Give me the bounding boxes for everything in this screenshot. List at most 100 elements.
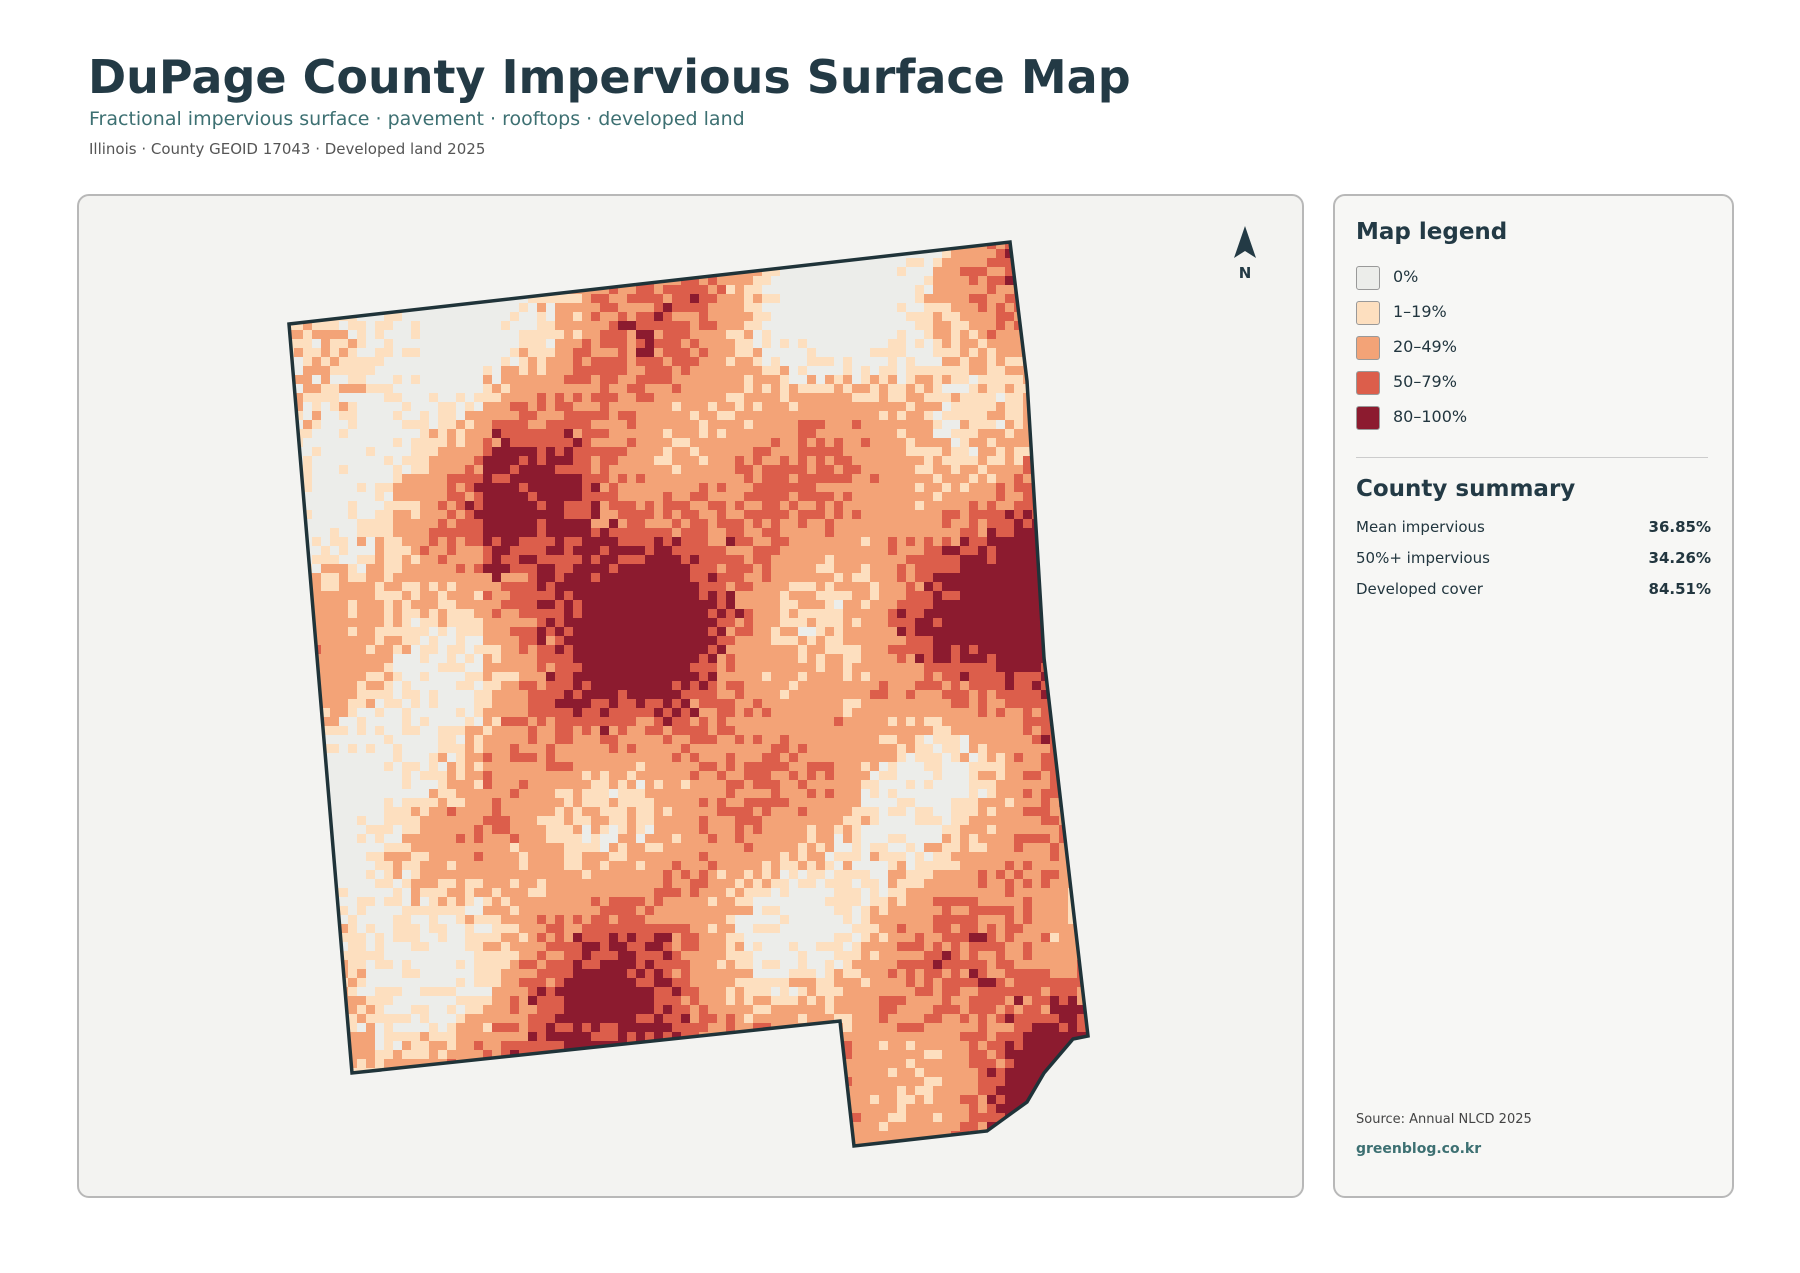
raster-cell <box>843 249 852 258</box>
raster-cell <box>411 663 420 672</box>
raster-cell <box>1077 600 1086 609</box>
raster-cell <box>663 384 672 393</box>
raster-cell <box>438 294 447 303</box>
raster-cell <box>753 708 762 717</box>
raster-cell <box>897 312 906 321</box>
raster-cell <box>1050 690 1059 699</box>
raster-cell <box>924 708 933 717</box>
raster-cell <box>312 375 321 384</box>
raster-cell <box>645 321 654 330</box>
raster-cell <box>726 663 735 672</box>
raster-cell <box>492 258 501 267</box>
raster-cell <box>384 348 393 357</box>
raster-cell <box>1005 483 1014 492</box>
raster-cell <box>681 402 690 411</box>
raster-cell <box>546 258 555 267</box>
raster-cell <box>447 582 456 591</box>
raster-cell <box>492 321 501 330</box>
raster-cell <box>807 276 816 285</box>
raster-cell <box>537 609 546 618</box>
raster-cell <box>771 294 780 303</box>
raster-cell <box>753 501 762 510</box>
raster-cell <box>483 312 492 321</box>
raster-cell <box>951 330 960 339</box>
raster-cell <box>636 420 645 429</box>
raster-cell <box>807 492 816 501</box>
raster-cell <box>289 600 294 609</box>
raster-cell <box>663 411 672 420</box>
raster-cell <box>429 627 438 636</box>
raster-cell <box>807 726 816 735</box>
raster-cell <box>735 708 744 717</box>
raster-cell <box>834 582 843 591</box>
raster-cell <box>834 294 843 303</box>
raster-cell <box>933 321 942 330</box>
raster-cell <box>888 654 897 663</box>
raster-cell <box>474 627 483 636</box>
raster-cell <box>456 699 465 708</box>
raster-cell <box>339 429 348 438</box>
raster-cell <box>492 420 501 429</box>
raster-cell <box>942 258 951 267</box>
raster-cell <box>924 600 933 609</box>
raster-cell <box>1068 681 1077 690</box>
raster-cell <box>717 663 726 672</box>
raster-cell <box>636 348 645 357</box>
raster-cell <box>951 627 960 636</box>
raster-cell <box>735 366 744 375</box>
raster-cell <box>726 654 735 663</box>
raster-cell <box>402 474 411 483</box>
raster-cell <box>672 375 681 384</box>
raster-cell <box>753 375 762 384</box>
raster-cell <box>897 375 906 384</box>
subtitle: Fractional impervious surface · pavement… <box>89 108 745 130</box>
raster-cell <box>843 537 852 546</box>
raster-cell <box>690 366 699 375</box>
raster-cell <box>465 348 474 357</box>
raster-cell <box>384 456 393 465</box>
raster-cell <box>888 294 897 303</box>
raster-cell <box>1023 420 1032 429</box>
raster-cell <box>879 258 888 267</box>
raster-cell <box>879 501 888 510</box>
raster-cell <box>330 384 339 393</box>
raster-cell <box>636 411 645 420</box>
raster-cell <box>582 438 591 447</box>
raster-cell <box>1041 564 1050 573</box>
raster-cell <box>330 285 339 294</box>
raster-cell <box>942 276 951 285</box>
raster-cell <box>978 672 987 681</box>
raster-cell <box>645 663 654 672</box>
raster-cell <box>465 267 474 276</box>
raster-cell <box>807 483 816 492</box>
raster-cell <box>600 375 609 384</box>
raster-cell <box>1077 501 1086 510</box>
raster-cell <box>1086 555 1088 564</box>
raster-cell <box>672 546 681 555</box>
raster-cell <box>528 312 537 321</box>
raster-cell <box>933 690 942 699</box>
raster-cell <box>888 726 897 735</box>
raster-cell <box>483 519 492 528</box>
raster-cell <box>1023 645 1032 654</box>
raster-cell <box>762 402 771 411</box>
raster-cell <box>609 249 618 258</box>
raster-cell <box>627 663 636 672</box>
raster-cell <box>375 258 384 267</box>
raster-cell <box>289 303 294 312</box>
raster-cell <box>744 348 753 357</box>
raster-cell <box>987 555 996 564</box>
raster-cell <box>582 474 591 483</box>
raster-cell <box>654 285 663 294</box>
raster-cell <box>289 690 294 699</box>
raster-cell <box>618 330 627 339</box>
raster-cell <box>1059 447 1068 456</box>
raster-cell <box>402 636 411 645</box>
raster-cell <box>969 321 978 330</box>
raster-cell <box>289 276 294 285</box>
raster-cell <box>807 591 816 600</box>
raster-cell <box>519 618 528 627</box>
raster-cell <box>1059 312 1068 321</box>
raster-cell <box>807 339 816 348</box>
raster-cell <box>312 339 321 348</box>
